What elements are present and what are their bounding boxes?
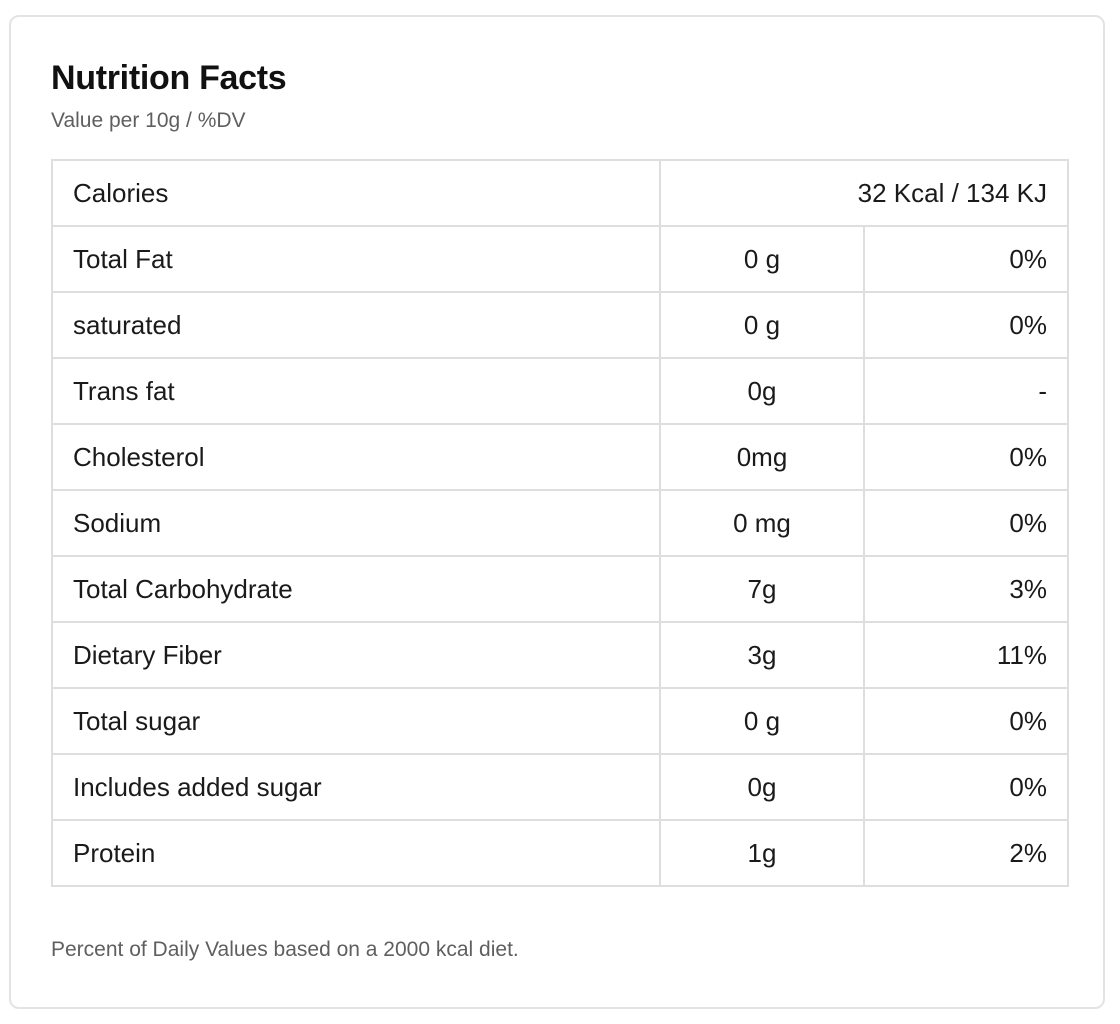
table-row: Includes added sugar 0g 0% [51,753,1069,821]
table-row: Total sugar 0 g 0% [51,687,1069,755]
nutrient-amount: 3g [659,621,865,689]
nutrient-label: Dietary Fiber [51,621,661,689]
nutrient-daily-value: 0% [863,423,1069,491]
nutrient-amount: 0 g [659,291,865,359]
table-row: saturated 0 g 0% [51,291,1069,359]
table-row: Total Carbohydrate 7g 3% [51,555,1069,623]
nutrient-amount: 7g [659,555,865,623]
serving-basis-subtitle: Value per 10g / %DV [51,109,246,132]
nutrient-label: Protein [51,819,661,887]
nutrient-daily-value: 2% [863,819,1069,887]
table-row: Total Fat 0 g 0% [51,225,1069,293]
nutrient-daily-value: 0% [863,753,1069,821]
table-row: Dietary Fiber 3g 11% [51,621,1069,689]
nutrient-label: Sodium [51,489,661,557]
nutrient-daily-value: 0% [863,291,1069,359]
nutrient-daily-value: - [863,357,1069,425]
nutrient-daily-value: 0% [863,489,1069,557]
nutrient-label: Cholesterol [51,423,661,491]
nutrient-label: Total Fat [51,225,661,293]
nutrient-amount: 0 g [659,225,865,293]
table-row: Trans fat 0g - [51,357,1069,425]
nutrient-daily-value: 11% [863,621,1069,689]
nutrient-label: saturated [51,291,661,359]
daily-value-footnote: Percent of Daily Values based on a 2000 … [51,938,519,961]
nutrient-daily-value: 3% [863,555,1069,623]
nutrient-amount: 0mg [659,423,865,491]
nutrient-label: Trans fat [51,357,661,425]
nutrient-amount: 0g [659,753,865,821]
page-title: Nutrition Facts [51,59,287,97]
nutrient-label: Includes added sugar [51,753,661,821]
table-row: Cholesterol 0mg 0% [51,423,1069,491]
nutrient-label: Total Carbohydrate [51,555,661,623]
table-row: Sodium 0 mg 0% [51,489,1069,557]
nutrient-daily-value: 0% [863,225,1069,293]
nutrient-amount: 0g [659,357,865,425]
nutrient-label: Total sugar [51,687,661,755]
table-row: Protein 1g 2% [51,819,1069,887]
nutrient-amount: 0 g [659,687,865,755]
nutrient-amount: 0 mg [659,489,865,557]
calories-value: 32 Kcal / 134 KJ [659,159,1069,227]
nutrient-amount: 1g [659,819,865,887]
nutrition-table: Calories 32 Kcal / 134 KJ Total Fat 0 g … [51,159,1069,887]
calories-label: Calories [51,159,661,227]
calories-row: Calories 32 Kcal / 134 KJ [51,159,1069,227]
nutrition-facts-card: Nutrition Facts Value per 10g / %DV Calo… [9,15,1105,1009]
nutrient-daily-value: 0% [863,687,1069,755]
